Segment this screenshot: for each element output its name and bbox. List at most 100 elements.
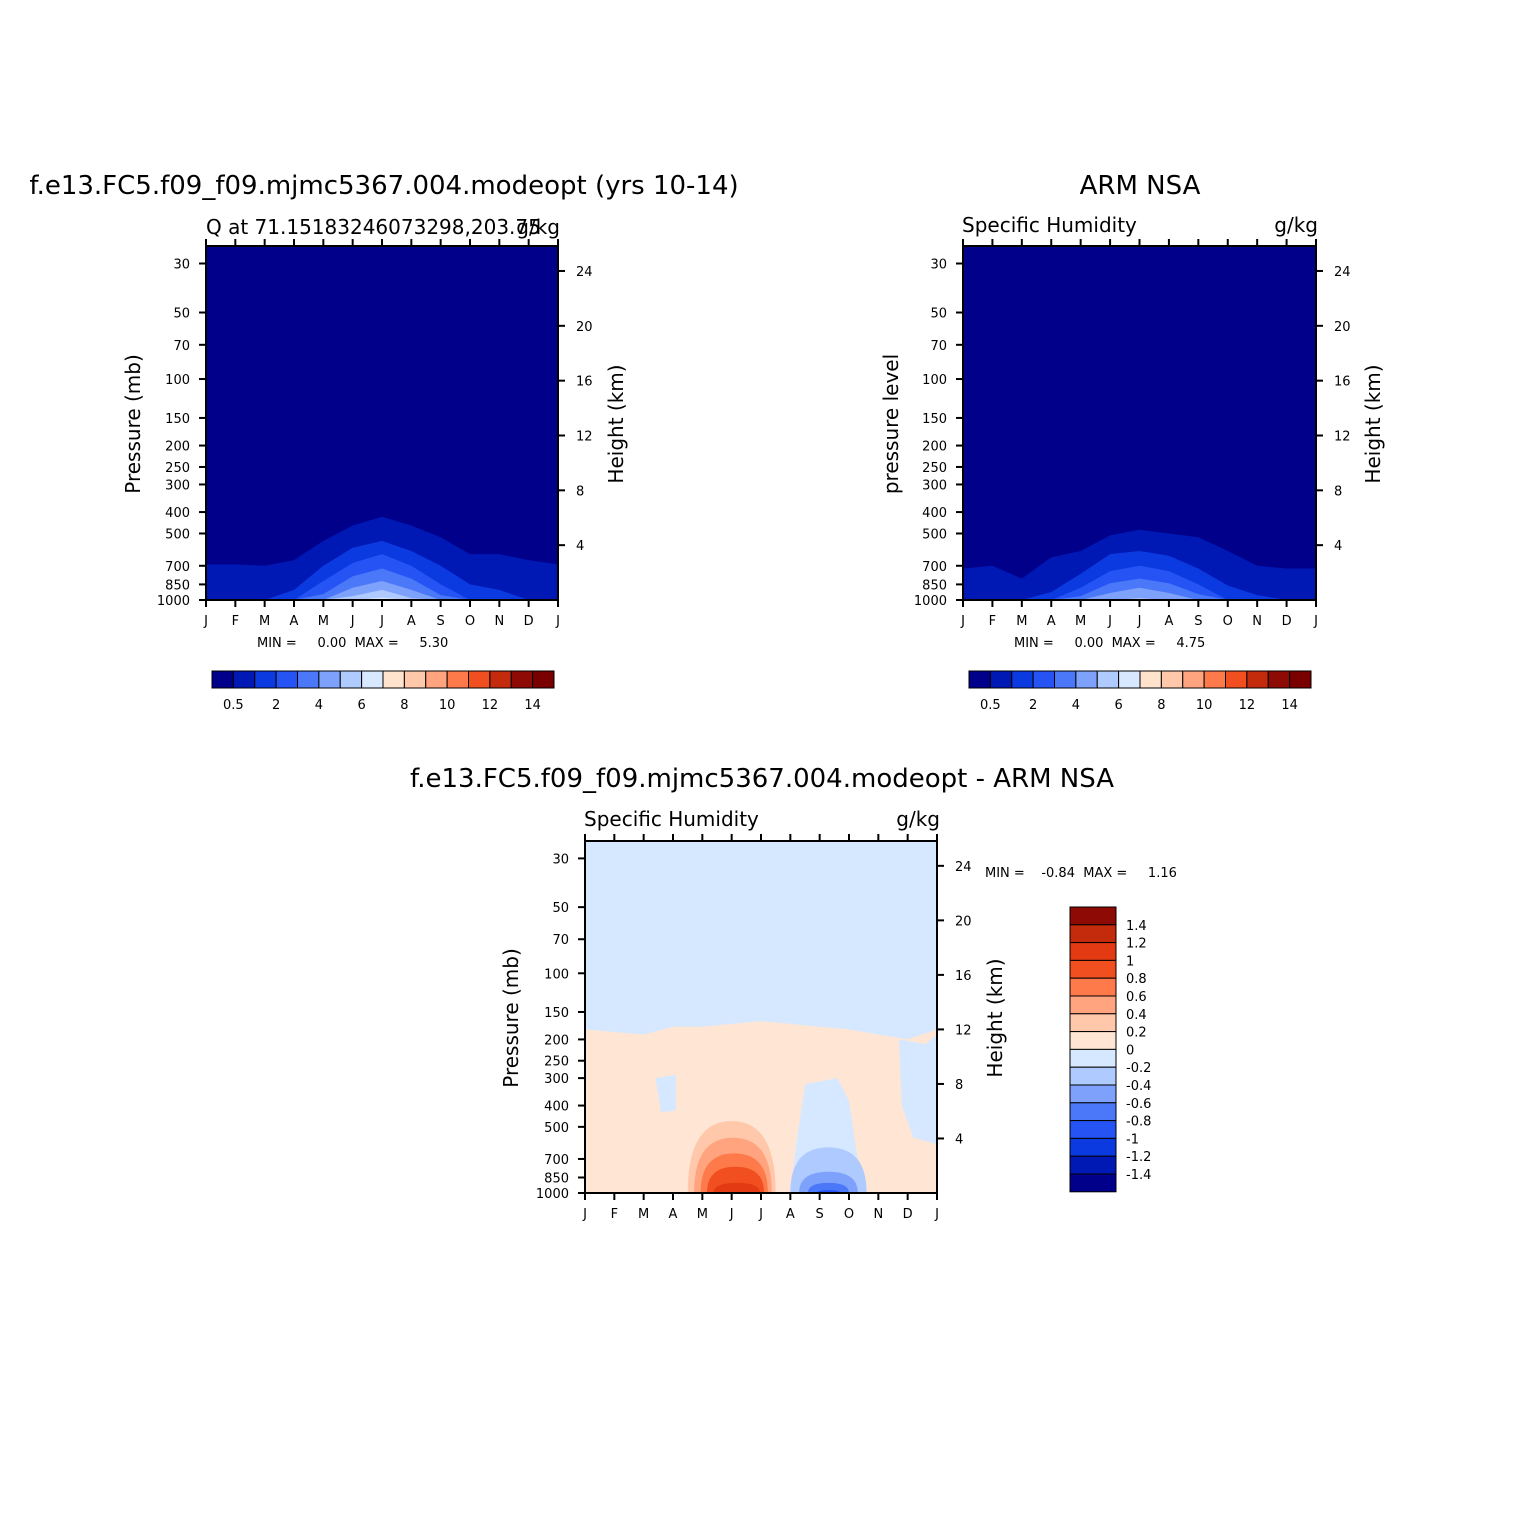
panel-diff-ytick-right-2: 16: [955, 969, 972, 984]
panel-diff-colorbar-label-14: -1.4: [1126, 1168, 1151, 1183]
panel-model-colorbar-swatch-5: [318, 670, 341, 689]
panel-obs-ytick-10: 700: [922, 560, 947, 575]
panel-model-colorbar-label-3: 6: [357, 698, 365, 713]
panel-obs-colorbar-label-1: 2: [1029, 698, 1037, 713]
panel-obs-xtick-6: J: [1137, 614, 1142, 629]
panel-model-colorbar-swatch-8: [382, 670, 405, 689]
panel-diff-xtick-8: S: [816, 1207, 824, 1222]
panel-diff-colorbar-swatch-1: [1069, 924, 1117, 944]
panel-obs-xtick-3: A: [1047, 614, 1056, 629]
panel-model-xtick-10: N: [494, 614, 504, 629]
panel-model-ytick-8: 400: [165, 506, 190, 521]
panel-obs-ytick-11: 850: [922, 578, 947, 593]
panel-diff-colorbar-label-2: 1: [1126, 954, 1134, 969]
panel-model-ytick-right-4: 8: [576, 484, 584, 499]
panel-diff-ytick-11: 850: [544, 1171, 569, 1186]
panel-model-xtick-12: J: [555, 614, 560, 629]
panel-model-ytick-10: 700: [165, 560, 190, 575]
panel-obs-colorbar-swatch-13: [1246, 670, 1269, 689]
panel-obs-xtick-12: J: [1313, 614, 1318, 629]
panel-model-colorbar-swatch-7: [361, 670, 384, 689]
panel-model-colorbar-swatch-9: [403, 670, 427, 689]
panel-obs-ytick-3: 100: [922, 373, 947, 388]
panel-diff-colorbar-swatch-11: [1069, 1102, 1117, 1122]
panel-obs-xtick-11: D: [1282, 614, 1292, 629]
panel-obs-stats: MIN = 0.00 MAX = 4.75: [1014, 636, 1205, 651]
panel-model-colorbar-swatch-10: [425, 670, 448, 689]
panel-diff-xtick-4: M: [697, 1207, 708, 1222]
panel-diff-colorbar-swatch-6: [1069, 1013, 1117, 1033]
panel-obs-colorbar-swatch-1: [989, 670, 1013, 689]
panel-obs-ytick-right-3: 12: [1334, 429, 1351, 444]
panel-model-xtick-4: M: [318, 614, 329, 629]
panel-diff-xtick-11: D: [903, 1207, 913, 1222]
panel-obs-xtick-9: O: [1223, 614, 1233, 629]
panel-diff-xtick-10: N: [873, 1207, 883, 1222]
panel-model-colorbar-label-7: 14: [524, 698, 541, 713]
panel-model-colorbar-swatch-6: [339, 670, 363, 689]
panel-diff-ylabel-right: Height (km): [983, 958, 1007, 1077]
panel-model-colorbar-swatch-2: [254, 670, 277, 689]
panel-obs-colorbar-swatch-12: [1225, 670, 1248, 689]
panel-diff-negative-pocket-dec: [898, 1034, 937, 1145]
panel-model-xtick-7: A: [407, 614, 416, 629]
panel-model-xtick-9: O: [465, 614, 475, 629]
panel-obs-colorbar-label-7: 14: [1281, 698, 1298, 713]
panel-model-ytick-11: 850: [165, 578, 190, 593]
panel-model-ytick-right-2: 16: [576, 375, 593, 390]
panel-obs-xtick-7: A: [1164, 614, 1173, 629]
panel-obs-ytick-12: 1000: [914, 594, 947, 609]
panel-obs-xtick-10: N: [1252, 614, 1262, 629]
panel-diff-colorbar-label-6: 0.2: [1126, 1026, 1147, 1041]
panel-obs-xtick-0: J: [960, 614, 965, 629]
panel-obs-ytick-8: 400: [922, 506, 947, 521]
panel-diff-ytick-0: 30: [552, 852, 569, 867]
panel-diff-colorbar-swatch-4: [1069, 977, 1117, 997]
panel-diff-xtick-2: M: [638, 1207, 649, 1222]
panel-obs-colorbar-swatch-9: [1160, 670, 1184, 689]
panel-model-contour-level-5: [206, 589, 558, 600]
panel-diff-colorbar-swatch-7: [1069, 1031, 1117, 1050]
panel-diff-colorbar-label-13: -1.2: [1126, 1150, 1151, 1165]
panel-diff-colorbar-swatch-2: [1069, 942, 1117, 961]
panel-obs-ytick-1: 50: [930, 307, 947, 322]
panel-model-colorbar-label-2: 4: [315, 698, 323, 713]
panel-diff-xtick-6: J: [758, 1207, 763, 1222]
panel-diff-title: f.e13.FC5.f09_f09.mjmc5367.004.modeopt -…: [410, 764, 1114, 794]
panel-model-colorbar-swatch-14: [510, 670, 534, 689]
panel-diff-ytick-2: 70: [552, 933, 569, 948]
panel-diff-ytick-1: 50: [552, 901, 569, 916]
panel-obs-colorbar-swatch-11: [1203, 670, 1226, 689]
panel-diff-colorbar-swatch-13: [1069, 1137, 1117, 1157]
panel-model-colorbar-label-5: 10: [439, 698, 456, 713]
panel-obs-colorbar-swatch-10: [1182, 670, 1205, 689]
panel-diff-negative-pocket-mar: [655, 1074, 676, 1113]
panel-obs-colorbar-swatch-14: [1267, 670, 1291, 689]
panel-model-ytick-4: 150: [165, 412, 190, 427]
panel-model-colorbar-swatch-12: [468, 670, 491, 689]
panel-model-colorbar-label-6: 12: [482, 698, 499, 713]
panel-diff-colorbar-label-7: 0: [1126, 1043, 1134, 1058]
panel-obs-plot: J F M A M J J A S O N D J 30 50 70 100 150 200 250 300 400 500…: [914, 239, 1351, 629]
panel-model-xtick-0: J: [203, 614, 208, 629]
panel-model-ytick-right-0: 24: [576, 265, 593, 280]
panel-model-xtick-2: M: [259, 614, 270, 629]
panel-diff-ytick-4: 150: [544, 1006, 569, 1021]
panel-model-xtick-1: F: [232, 614, 239, 629]
panel-diff-colorbar-swatch-10: [1069, 1084, 1117, 1104]
panel-model-xtick-11: D: [524, 614, 534, 629]
panel-diff-ytick-5: 200: [544, 1033, 569, 1048]
panel-model-ylabel-right: Height (km): [604, 364, 628, 483]
panel-diff-xtick-7: A: [786, 1207, 795, 1222]
panel-model-ytick-right-1: 20: [576, 320, 593, 335]
panel-diff-xtick-5: J: [729, 1207, 734, 1222]
panel-obs-colorbar-swatch-6: [1096, 670, 1120, 689]
panel-obs-title: ARM NSA: [1080, 171, 1201, 201]
panel-obs-subtitle-right: g/kg: [1274, 213, 1318, 237]
panel-diff-colorbar-swatch-12: [1069, 1120, 1117, 1139]
panel-obs-xtick-4: M: [1075, 614, 1086, 629]
panel-model-colorbar-label-0: 0.5: [223, 698, 244, 713]
panel-model-stats: MIN = 0.00 MAX = 5.30: [257, 636, 448, 651]
panel-diff-colorbar-label-0: 1.4: [1126, 919, 1147, 934]
panel-model-ytick-right-5: 4: [576, 539, 584, 554]
